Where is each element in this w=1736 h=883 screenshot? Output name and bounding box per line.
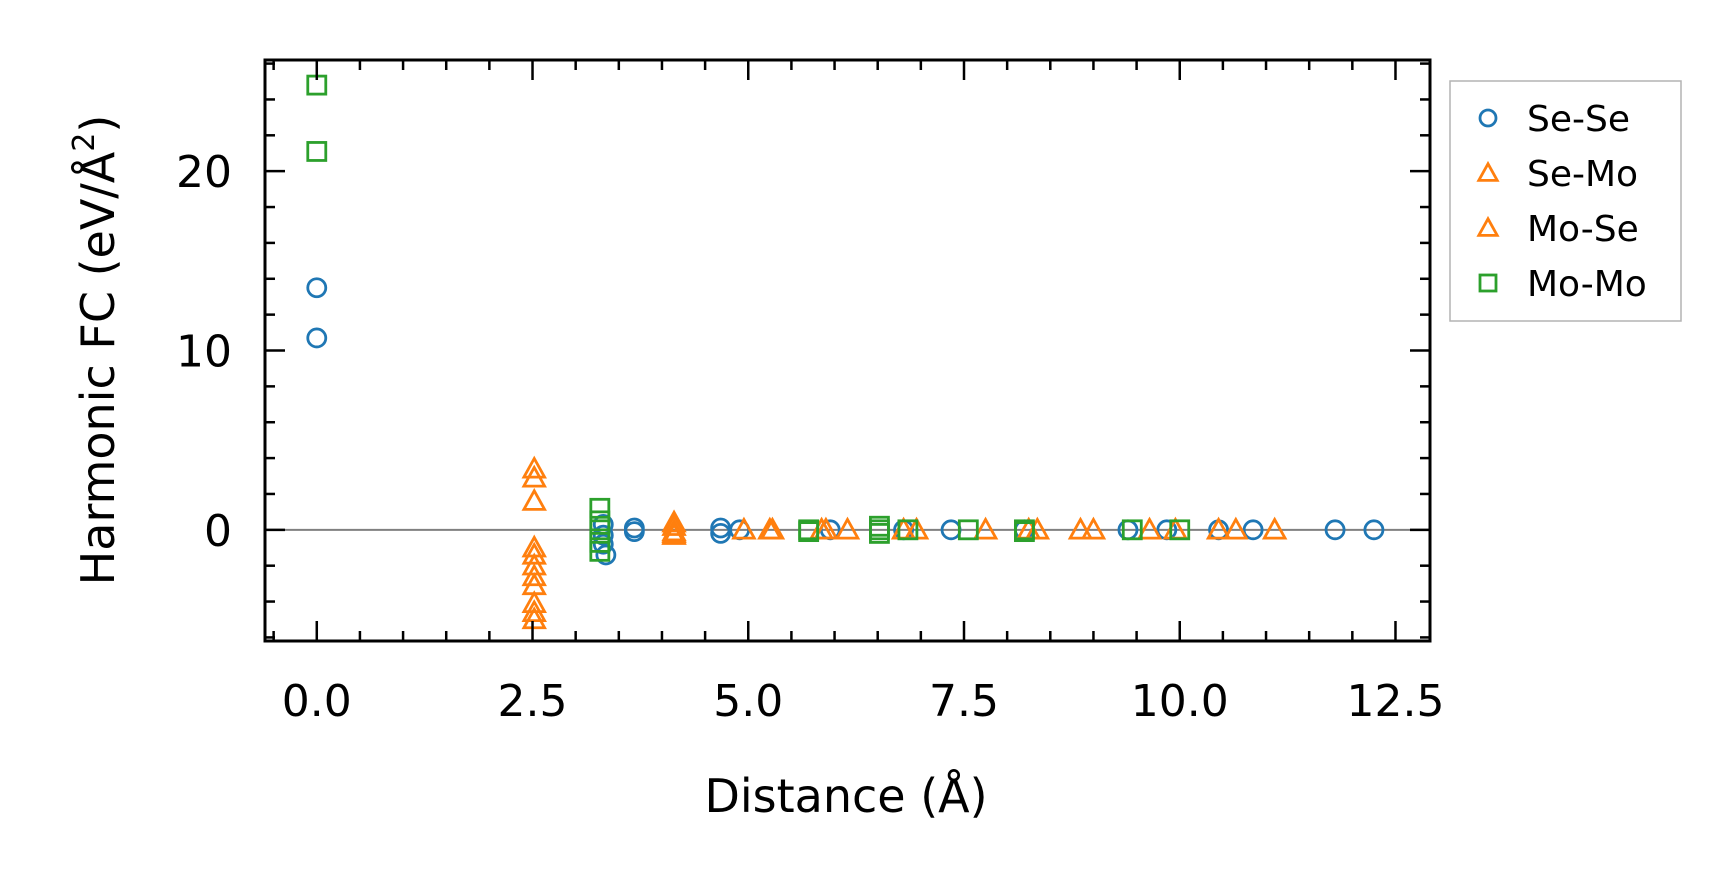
data-point [972, 516, 999, 540]
data-point [589, 497, 611, 519]
data-point [521, 455, 547, 479]
legend-marker-mo-se [1476, 215, 1500, 237]
data-point [521, 541, 547, 565]
data-point [759, 516, 786, 540]
series-mo-mo [306, 74, 1191, 562]
x-tick-label: 0.0 [282, 676, 352, 727]
series-mo-se [521, 509, 1189, 622]
data-point [306, 277, 328, 299]
legend-items: Se-Se Se-Mo Mo-Se Mo-Mo [1476, 99, 1647, 305]
x-axis-label: Distance (Å) [704, 769, 987, 823]
legend: Se-Se Se-Mo Mo-Se Mo-Mo [1449, 80, 1682, 322]
data-point [521, 464, 547, 488]
data-point [661, 520, 687, 544]
y-tick-label: 20 [176, 147, 232, 198]
data-point [306, 141, 328, 162]
data-point [834, 516, 861, 540]
data-marks [306, 74, 1385, 630]
data-point [595, 544, 617, 566]
legend-label: Mo-Se [1527, 209, 1639, 250]
y-axis-label-superscript: 2 [67, 133, 102, 152]
data-point [521, 572, 547, 596]
data-point [1261, 516, 1288, 540]
data-point [1205, 516, 1232, 540]
y-axis-label: Harmonic FC (eV/Å2) [67, 115, 125, 586]
data-point [623, 521, 645, 543]
y-tick-label: 0 [204, 506, 232, 557]
data-point [897, 519, 919, 541]
data-point [1067, 516, 1094, 540]
data-point [1169, 519, 1191, 541]
data-point [661, 509, 687, 533]
data-point [798, 521, 820, 543]
data-point [306, 327, 328, 349]
data-point [1363, 519, 1385, 541]
plot-area [263, 58, 1432, 643]
data-point [592, 524, 614, 546]
data-point [521, 563, 547, 587]
data-point [521, 606, 547, 630]
y-axis-label-close: ) [71, 115, 125, 133]
x-tick-label: 10.0 [1131, 676, 1229, 727]
data-point [592, 533, 614, 555]
legend-marker-mo-mo [1478, 273, 1498, 293]
data-point [521, 487, 547, 511]
legend-label: Se-Se [1527, 99, 1630, 140]
data-point [869, 523, 890, 544]
data-point [1223, 516, 1249, 540]
y-tick-labels: 0 10 20 [176, 147, 232, 557]
x-tick-label: 7.5 [929, 676, 999, 727]
data-point [1121, 519, 1143, 541]
axes-frame [263, 58, 1432, 643]
legend-label: Mo-Mo [1527, 264, 1647, 305]
axis-ticks [265, 60, 1430, 641]
data-point [1242, 519, 1264, 541]
data-point [957, 519, 979, 541]
y-axis-label-main: Harmonic FC (eV/Å [71, 151, 125, 585]
x-tick-labels: 0.0 2.5 5.0 7.5 10.0 12.5 [282, 676, 1445, 727]
data-point [661, 513, 687, 536]
y-tick-label: 10 [176, 327, 232, 378]
data-point [1136, 516, 1163, 540]
data-point [1014, 521, 1035, 543]
data-point [589, 540, 611, 562]
legend-marker-se-mo [1476, 160, 1500, 182]
data-point [1324, 519, 1346, 541]
x-tick-label: 12.5 [1346, 676, 1444, 727]
x-tick-label: 5.0 [713, 676, 783, 727]
legend-label: Se-Mo [1527, 154, 1638, 195]
x-tick-label: 2.5 [498, 676, 568, 727]
legend-marker-se-se [1478, 108, 1498, 128]
legend-box [1449, 80, 1682, 322]
data-point [710, 523, 732, 544]
data-point [1080, 516, 1107, 540]
data-point [731, 516, 757, 540]
data-point [521, 599, 547, 622]
data-point [813, 516, 839, 540]
data-point [589, 519, 611, 541]
